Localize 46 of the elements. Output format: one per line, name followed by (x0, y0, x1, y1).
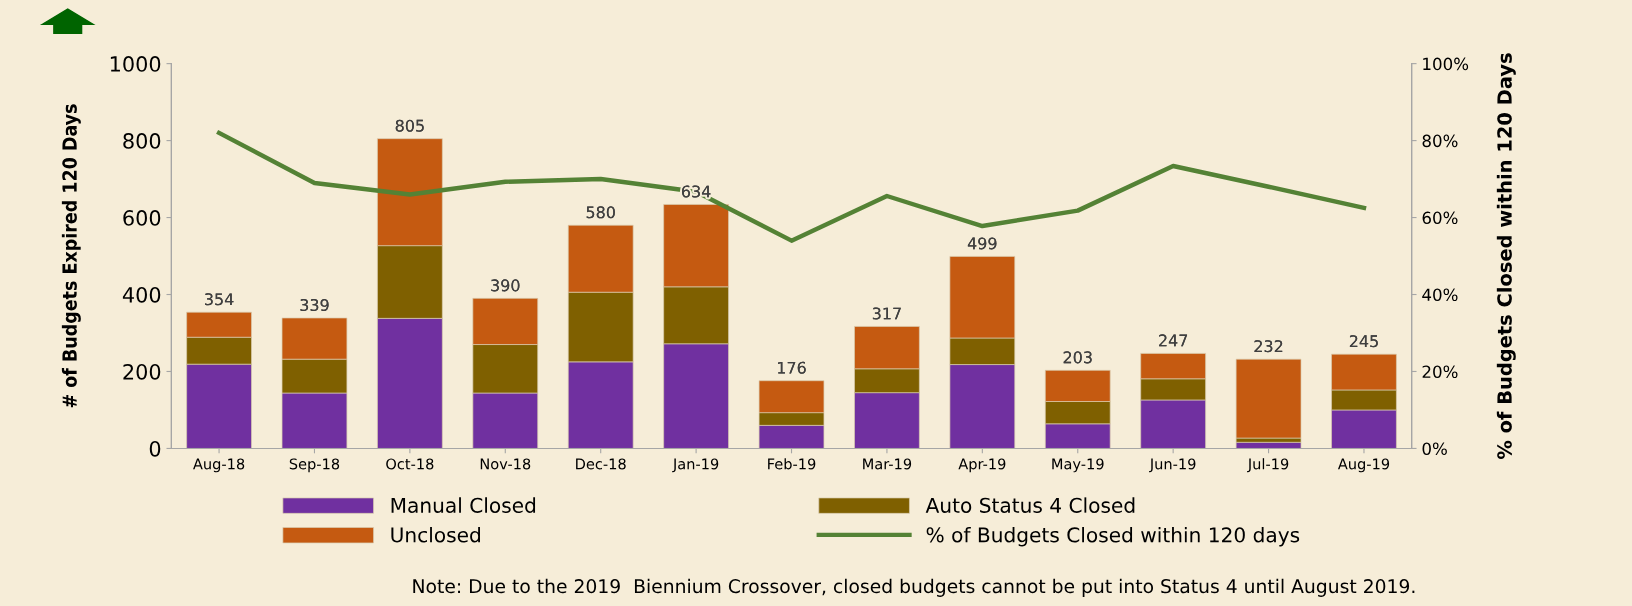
total-label: 203 (1063, 351, 1092, 364)
legend-label: Unclosed (391, 526, 480, 543)
x-tick-label: Oct-18 (386, 458, 434, 470)
total-label: 339 (300, 298, 329, 312)
total-label: 245 (1349, 335, 1378, 348)
x-tick-label: Nov-18 (480, 458, 531, 470)
y2-tick-label: 80% (1422, 134, 1458, 148)
y2-axis-title: % of Budgets Closed within 120 Days (1496, 53, 1516, 460)
x-tick-label: Aug-19 (1337, 458, 1390, 473)
total-label: 176 (778, 361, 806, 374)
x-tick-label: Mar-19 (863, 458, 912, 470)
text: Note: Due to the 2019 Biennium Crossover, closed budgets cannot be put into Status 4 until August 2019. (413, 578, 1415, 597)
x-tick-label: Sep-18 (289, 458, 340, 473)
legend-label: Auto Status 4 Closed (925, 497, 1135, 513)
y2-tick-label: 60% (1422, 211, 1458, 225)
total-label: 354 (205, 293, 234, 306)
total-label: 634 (681, 185, 711, 198)
total-label: 390 (491, 279, 520, 292)
y2-tick-label: 0% (1422, 442, 1447, 456)
legend-label: Manual Closed (391, 497, 536, 513)
total-label: 247 (1159, 334, 1188, 347)
total-label: 805 (395, 119, 424, 132)
x-tick-label: Jul-19 (1247, 458, 1289, 473)
legend-label: % of Budgets Closed within 120 days (926, 526, 1300, 547)
y-tick-label: 1000 (110, 56, 161, 72)
x-tick-label: Dec-18 (576, 458, 626, 470)
y2-tick-label: 20% (1422, 365, 1458, 379)
y-tick-label: 600 (123, 210, 161, 226)
x-tick-label: May-19 (1052, 458, 1104, 473)
total-label: 499 (967, 237, 997, 250)
y2-tick-label: 100% (1423, 57, 1469, 71)
x-tick-label: Jun-19 (1149, 458, 1196, 473)
total-label: 317 (872, 307, 901, 320)
y-tick-label: 0 (149, 440, 161, 457)
bar (1235, 358, 1302, 439)
y-tick-label: 200 (123, 363, 161, 380)
y-axis-title: # of Budgets Expired 120 Days (61, 104, 81, 408)
total-label: 232 (1254, 340, 1283, 353)
total-label: 580 (586, 206, 615, 219)
y2-tick-label: 40% (1422, 288, 1458, 302)
x-tick-label: Aug-18 (193, 458, 245, 473)
y-tick-label: 800 (123, 133, 161, 149)
x-tick-label: Apr-19 (958, 458, 1006, 473)
x-tick-label: Feb-19 (768, 458, 816, 470)
y-tick-label: 400 (122, 286, 161, 303)
x-tick-label: Jan-19 (672, 458, 719, 473)
